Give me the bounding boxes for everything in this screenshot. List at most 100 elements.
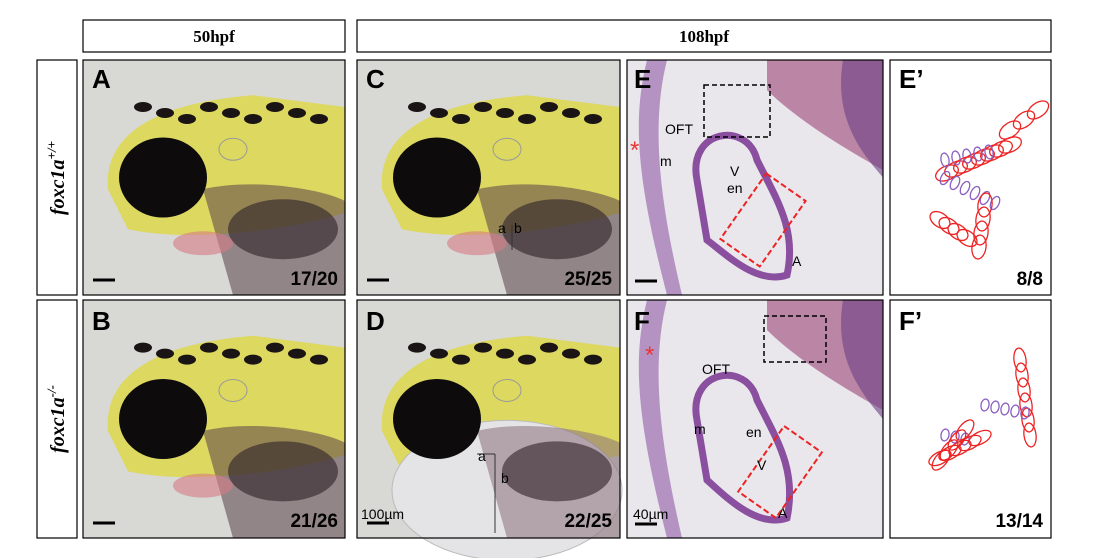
cell: [1021, 407, 1035, 433]
panel: [357, 60, 620, 295]
header-box: [82, 19, 346, 53]
panel: [83, 60, 345, 295]
annotation: en: [746, 424, 762, 440]
eye: [119, 137, 207, 218]
ear: [218, 378, 248, 402]
pigment: [310, 354, 328, 365]
cell: [1020, 406, 1030, 420]
cell: [1023, 422, 1037, 448]
tissue: [841, 300, 883, 419]
pigment: [288, 348, 306, 359]
panel: [627, 300, 883, 538]
pigment: [474, 342, 492, 353]
pigment: [584, 114, 602, 124]
cell: [939, 439, 959, 461]
cell: [1013, 347, 1027, 373]
count: 17/20: [290, 269, 338, 290]
annotation: *: [630, 137, 639, 164]
pigment: [496, 108, 514, 118]
gene: foxc1a: [47, 397, 69, 453]
panel-border: [82, 59, 346, 296]
heart-wall: [692, 371, 794, 524]
pigment: [540, 102, 558, 112]
belly: [228, 441, 338, 502]
pigment: [156, 108, 174, 118]
cell: [955, 419, 975, 441]
annotation: A: [778, 505, 788, 521]
count: 22/25: [564, 511, 612, 532]
gene: foxc1a: [47, 159, 69, 215]
count: 13/14: [995, 511, 1043, 532]
row-label-box: [36, 59, 78, 296]
cell: [984, 144, 994, 160]
cell: [947, 429, 967, 451]
panel-letter: A: [92, 64, 111, 94]
cell: [940, 428, 950, 442]
panel: [890, 300, 1051, 538]
heart: [447, 231, 507, 256]
cell: [939, 170, 951, 186]
tissue: [638, 60, 682, 295]
cell: [956, 228, 978, 248]
panel: [627, 60, 883, 295]
annotation: OFT: [665, 121, 693, 137]
cell: [1015, 362, 1029, 388]
cell: [975, 206, 991, 232]
pigment: [408, 342, 426, 353]
pigment: [178, 354, 196, 365]
cell: [968, 429, 992, 447]
cell: [950, 430, 960, 444]
panel-border: [626, 59, 884, 296]
cell: [971, 148, 995, 166]
count: 21/26: [290, 511, 338, 532]
cell: [1012, 110, 1036, 130]
eye: [393, 137, 481, 218]
pigment: [452, 354, 470, 365]
panel-letter: B: [92, 306, 111, 336]
annotation: m: [660, 153, 672, 169]
ear: [492, 137, 522, 161]
annotation: a: [498, 220, 506, 236]
pigment: [518, 354, 536, 365]
pigment: [288, 108, 306, 118]
cell: [951, 150, 961, 166]
cell: [989, 140, 1013, 158]
cell: [928, 449, 952, 467]
belly: [228, 199, 338, 260]
panel: [890, 60, 1051, 295]
panel-border: [889, 59, 1052, 296]
cell: [973, 220, 989, 246]
cell: [947, 222, 969, 242]
row-label: foxc1a+/+: [44, 141, 69, 215]
panel-letter: E’: [899, 64, 924, 94]
annotation: OFT: [702, 361, 730, 377]
tissue: [638, 300, 682, 538]
count: 25/25: [564, 269, 612, 290]
panel-border: [356, 299, 621, 539]
cell: [980, 398, 990, 412]
valve-box: [719, 172, 807, 268]
ear: [492, 378, 522, 402]
annotation: b: [501, 470, 509, 486]
belly: [502, 441, 612, 502]
cell: [969, 185, 981, 201]
annotation: b: [514, 220, 522, 236]
panel: [357, 300, 623, 558]
cell: [1026, 100, 1050, 120]
panel-letter: F’: [899, 306, 922, 336]
annotation: A: [792, 253, 802, 269]
pigment: [562, 108, 580, 118]
cell: [949, 175, 961, 191]
panel-images: [83, 60, 1051, 558]
belly: [502, 199, 612, 260]
cell: [973, 146, 983, 162]
heart: [173, 231, 233, 256]
annotation: V: [730, 163, 740, 179]
cell: [980, 144, 1004, 162]
panel-letter: E: [634, 64, 651, 94]
panel-letter: F: [634, 306, 650, 336]
pigment: [430, 108, 448, 118]
cell: [931, 449, 951, 471]
pigment: [496, 348, 514, 359]
